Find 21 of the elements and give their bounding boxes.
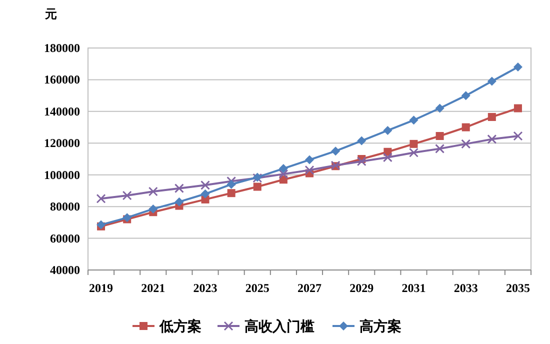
y-tick-label: 180000 [44,41,80,55]
legend-label: 高收入门槛 [244,318,314,334]
x-tick-label: 2035 [506,281,530,295]
x-tick-label: 2023 [193,281,218,295]
y-tick-label: 120000 [44,136,80,150]
x-tick-label: 2031 [402,281,426,295]
x-tick-label: 2025 [245,281,270,295]
y-tick-label: 60000 [50,231,80,246]
x-tick-label: 2033 [454,281,478,295]
legend-label: 低方案 [158,318,202,334]
x-tick-label: 2029 [350,281,374,295]
y-tick-label: 160000 [44,72,80,87]
x-tick-label: 2027 [298,281,322,295]
x-tick-label: 2021 [141,281,166,295]
y-tick-label: 140000 [44,104,80,118]
y-tick-label: 100000 [44,168,80,182]
legend-label: 高方案 [360,318,402,334]
x-tick-label: 2019 [89,281,114,295]
y-tick-label: 40000 [50,263,80,277]
y-tick-label: 80000 [50,200,80,214]
y-axis-title: 元 [44,7,57,21]
